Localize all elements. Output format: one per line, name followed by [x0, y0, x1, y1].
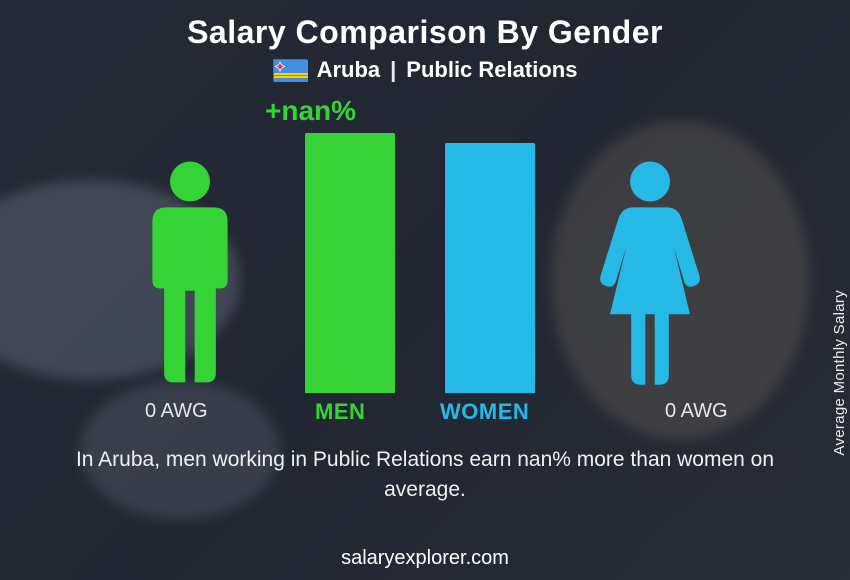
separator: |: [390, 57, 396, 83]
men-icon-column: [125, 158, 255, 393]
footer-site: salaryexplorer.com: [0, 547, 850, 570]
male-icon: [131, 158, 249, 393]
gender-comparison-chart: +nan% MEN WOMEN 0 AWG 0 AWG: [105, 101, 745, 431]
subtitle: Aruba | Public Relations: [0, 57, 850, 83]
category-label: Public Relations: [406, 57, 577, 83]
country-label: Aruba: [317, 57, 381, 83]
women-bar-column: [445, 143, 535, 393]
men-bar-column: [305, 133, 395, 393]
men-bar: [305, 133, 395, 393]
flag-icon: [273, 59, 307, 81]
page-title: Salary Comparison By Gender: [0, 14, 850, 51]
women-value: 0 AWG: [665, 400, 728, 423]
header: Salary Comparison By Gender Aruba | Publ…: [0, 0, 850, 83]
men-label: MEN: [315, 399, 365, 425]
delta-label: +nan%: [265, 95, 356, 127]
women-bar: [445, 143, 535, 393]
female-icon: [591, 158, 709, 393]
men-value: 0 AWG: [145, 400, 208, 423]
women-label: WOMEN: [440, 399, 529, 425]
caption-text: In Aruba, men working in Public Relation…: [60, 445, 790, 506]
y-axis-label: Average Monthly Salary: [832, 290, 849, 456]
women-icon-column: [585, 158, 715, 393]
